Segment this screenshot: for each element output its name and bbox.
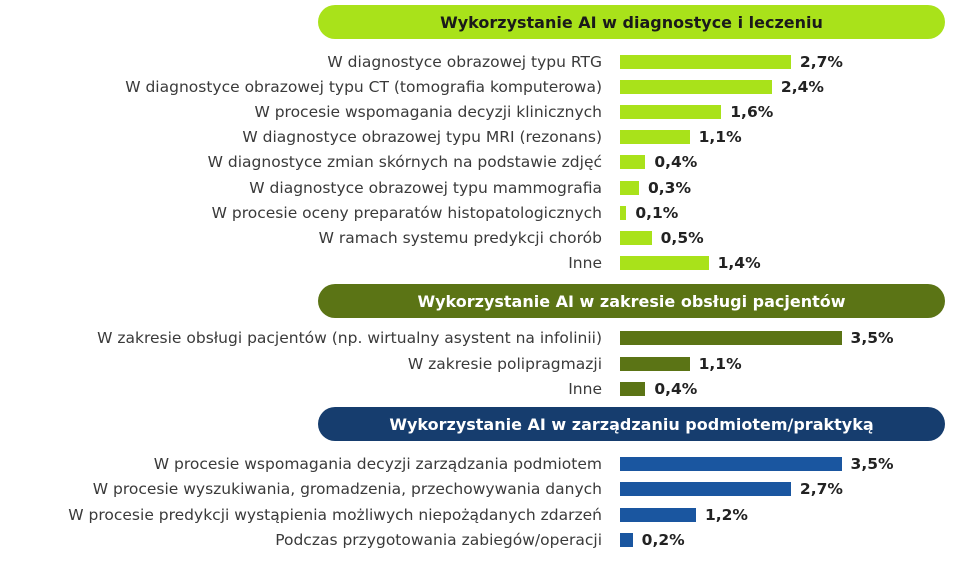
category-label: W procesie predykcji wystąpienia możliwy… [68,505,602,524]
bar [620,55,791,69]
category-label: Inne [568,253,602,272]
value-label: 1,6% [730,103,774,122]
bar [620,532,633,547]
bar [620,105,722,120]
category-label: W diagnostyce obrazowej typu mammografia [249,178,602,197]
category-label: W diagnostyce obrazowej typu RTG [327,53,602,71]
value-label: 2,4% [780,78,824,97]
value-label: 0,2% [641,530,685,549]
bar [620,130,690,145]
bar [620,180,639,195]
bar [620,457,842,471]
category-label: W zakresie polipragmazji [407,354,602,373]
value-label: 0,4% [654,153,698,172]
bar [620,507,696,522]
value-label: 1,4% [717,253,761,272]
value-label: 2,7% [799,480,843,499]
bar [620,80,772,95]
value-label: 1,1% [698,128,742,147]
category-label: W diagnostyce zmian skórnych na podstawi… [207,153,602,172]
category-label: W procesie oceny preparatów histopatolog… [211,203,602,222]
value-label: 2,7% [799,53,843,71]
category-label: Podczas przygotowania zabiegów/operacji [275,530,602,549]
bar [620,382,646,396]
value-label: 0,4% [654,380,698,398]
category-label: Inne [568,380,602,398]
value-label: 0,1% [635,203,679,222]
value-label: 0,3% [647,178,691,197]
section-title: Wykorzystanie AI w zarządzaniu podmiotem… [318,407,945,441]
bar [620,331,842,345]
value-label: 3,5% [850,455,894,473]
bar [620,205,627,220]
category-label: W procesie wspomagania decyzji kliniczny… [254,103,602,122]
category-label: W procesie wyszukiwania, gromadzenia, pr… [92,480,602,499]
category-label: W zakresie obsługi pacjentów (np. wirtua… [97,329,602,347]
bar [620,230,652,245]
category-label: W ramach systemu predykcji chorób [318,228,602,247]
bar [620,255,709,270]
value-label: 0,5% [660,228,704,247]
value-label: 1,1% [698,354,742,373]
category-label: W diagnostyce obrazowej typu CT (tomogra… [125,78,602,97]
section-title: Wykorzystanie AI w diagnostyce i leczeni… [318,5,945,39]
bar [620,356,690,371]
category-label: W procesie wspomagania decyzji zarządzan… [153,455,602,473]
bar [620,482,791,497]
value-label: 3,5% [850,329,894,347]
section-title: Wykorzystanie AI w zakresie obsługi pacj… [318,284,945,318]
bar [620,155,646,170]
category-label: W diagnostyce obrazowej typu MRI (rezona… [242,128,602,147]
value-label: 1,2% [704,505,748,524]
